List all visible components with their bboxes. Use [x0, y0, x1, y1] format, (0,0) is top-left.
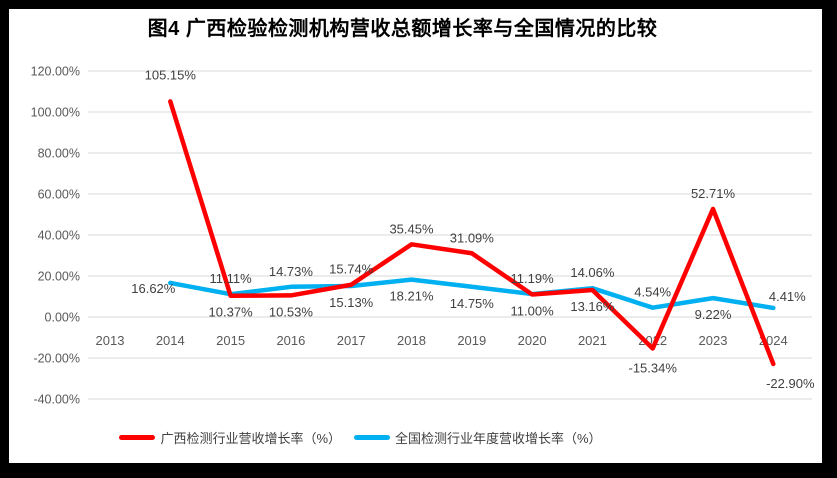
- national-data-label: 4.54%: [634, 285, 671, 300]
- y-axis-tick-label: 120.00%: [31, 65, 80, 79]
- x-axis-tick-label: 2020: [518, 333, 547, 348]
- y-axis-tick-label: 80.00%: [38, 147, 80, 161]
- national-data-label: 14.75%: [450, 296, 495, 311]
- chart-legend: 广西检测行业营收增长率（%） 全国检测行业年度营收增长率（%）: [0, 426, 767, 448]
- x-axis-tick-label: 2021: [578, 333, 607, 348]
- guangxi-series-line: [168, 99, 776, 367]
- x-axis-tick-label: 2023: [699, 333, 728, 348]
- guangxi-data-label: 10.53%: [269, 304, 314, 319]
- national-data-label: 14.06%: [570, 265, 615, 280]
- legend-item-national: 全国检测行业年度营收增长率（%）: [354, 428, 602, 447]
- guangxi-data-label: 15.74%: [329, 262, 374, 277]
- legend-label-guangxi: 广西检测行业营收增长率（%）: [160, 430, 341, 446]
- national-data-label: 9.22%: [695, 307, 732, 322]
- x-axis-tick-label: 2014: [156, 333, 185, 348]
- guangxi-data-label: 35.45%: [389, 221, 434, 236]
- x-axis-tick-label: 2019: [457, 333, 486, 348]
- national-data-label: 11.19%: [511, 271, 555, 286]
- chart-canvas: 120.00% 100.00% 80.00% 60.00% 40.00% 20.00% 0.…: [31, 65, 815, 407]
- y-axis-tick-label: 20.00%: [38, 270, 80, 284]
- legend-swatch-national: [354, 434, 390, 440]
- guangxi-data-label: 10.37%: [209, 305, 254, 320]
- x-axis-tick-label: 2013: [96, 333, 125, 348]
- legend-label-national: 全国检测行业年度营收增长率（%）: [395, 430, 602, 446]
- guangxi-data-label: -15.34%: [628, 360, 677, 375]
- guangxi-data-label: 11.00%: [511, 303, 555, 318]
- legend-swatch-guangxi: [119, 434, 156, 440]
- y-axis-tick-label: -40.00%: [33, 393, 80, 407]
- national-data-label: 16.62%: [131, 281, 176, 296]
- chart-panel: 120.00% 100.00% 80.00% 60.00% 40.00% 20.00% 0.…: [9, 9, 822, 463]
- guangxi-data-label: 13.16%: [570, 299, 615, 314]
- guangxi-data-label: -22.90%: [766, 376, 815, 391]
- y-axis-tick-label: -20.00%: [33, 352, 80, 366]
- national-data-label: 14.73%: [269, 264, 314, 279]
- x-axis-tick-label: 2017: [337, 333, 366, 348]
- y-axis-tick-label: 100.00%: [31, 106, 80, 120]
- national-data-label: 15.13%: [329, 295, 374, 310]
- x-axis-tick-label: 2018: [397, 333, 426, 348]
- guangxi-data-label: 31.09%: [450, 230, 495, 245]
- y-axis-tick-label: 40.00%: [38, 229, 80, 243]
- y-axis-tick-label: 60.00%: [38, 188, 80, 202]
- x-axis-tick-label: 2016: [276, 333, 305, 348]
- guangxi-data-label: 52.71%: [691, 186, 736, 201]
- legend-item-guangxi: 广西检测行业营收增长率（%）: [119, 428, 341, 447]
- y-axis-tick-label: 0.00%: [45, 311, 80, 325]
- chart-title: 图4 广西检验检测机构营收总额增长率与全国情况的比较: [147, 18, 658, 40]
- national-data-label: 11.11%: [210, 271, 253, 286]
- national-data-label: 18.21%: [389, 289, 434, 304]
- national-data-label: 4.41%: [769, 289, 806, 304]
- x-axis-tick-label: 2015: [216, 333, 245, 348]
- guangxi-data-label: 105.15%: [145, 67, 197, 82]
